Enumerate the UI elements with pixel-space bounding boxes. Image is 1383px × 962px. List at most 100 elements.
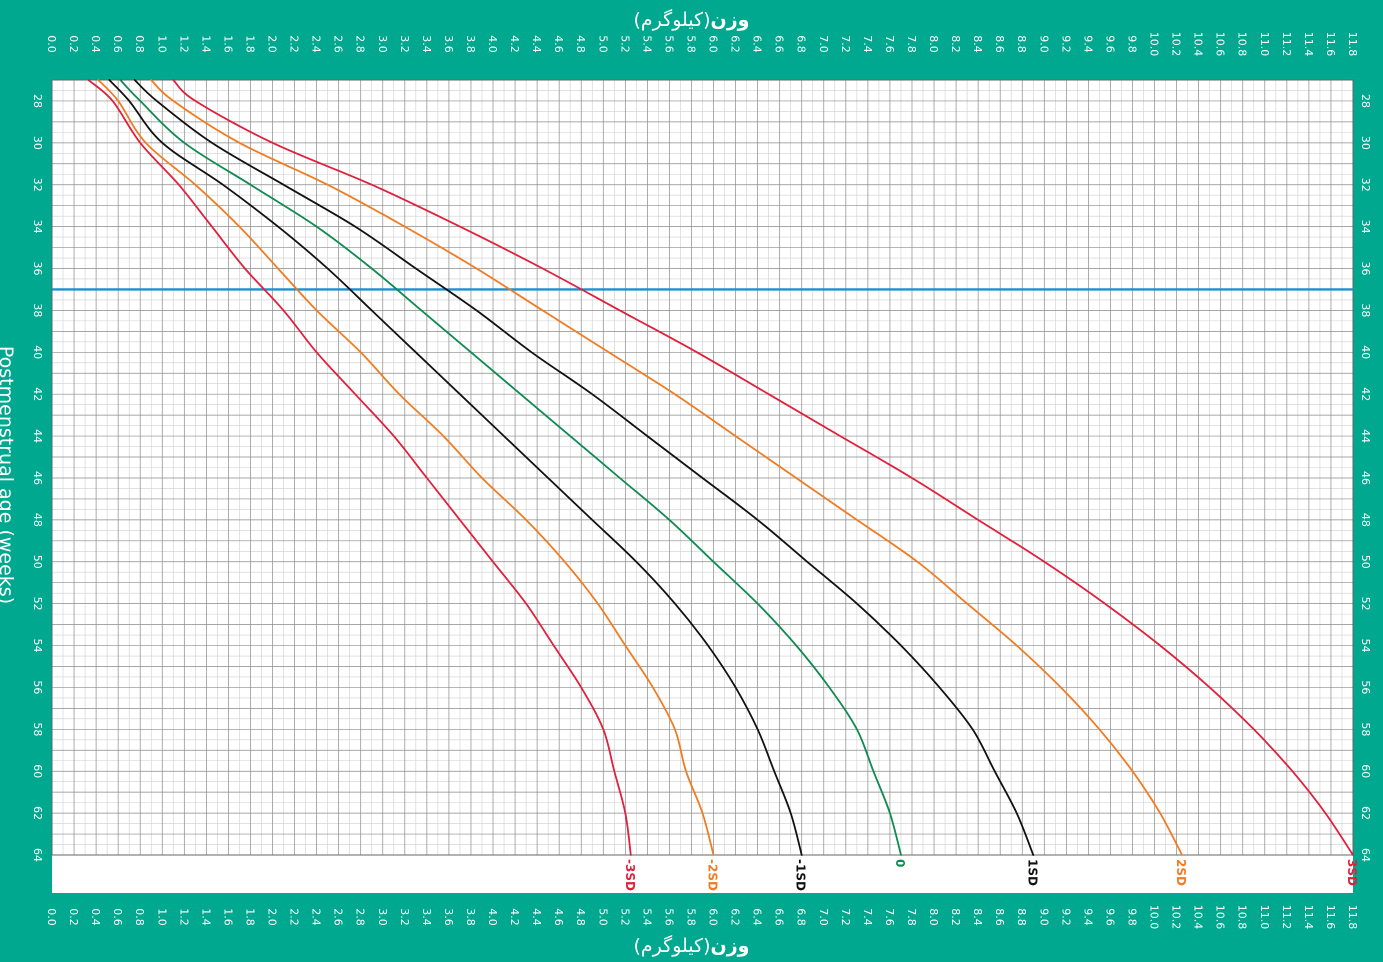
y-tick-label-right: 40 [1359,345,1372,359]
x-tick-label-bottom: 10.4 [1192,905,1205,930]
curve-label: 1SD [1025,859,1039,886]
x-tick-label-bottom: 9.0 [1037,908,1050,926]
y-tick-label-left: 62 [31,806,44,820]
x-tick-label-top: 9.4 [1081,35,1094,53]
x-tick-label-top: 10.8 [1236,32,1249,57]
x-tick-label-bottom: 2.8 [354,908,367,926]
x-tick-label-bottom: 8.2 [949,908,962,926]
x-tick-label-bottom: 6.0 [707,908,720,926]
x-tick-label-bottom: 2.4 [310,908,323,926]
y-tick-label-right: 38 [1359,303,1372,317]
x-tick-label-bottom: 3.4 [420,908,433,926]
x-tick-label-top: 1.4 [199,35,212,53]
grid-minor [52,80,1353,855]
x-tick-label-top: 6.4 [751,35,764,53]
grid-major [51,79,1354,856]
x-tick-label-top: 8.2 [949,35,962,53]
y-tick-label-left: 28 [31,94,44,108]
top-axis-title: وزن(کیلوگرم) [0,8,1383,32]
x-tick-label-top: 6.2 [729,35,742,53]
x-tick-label-top: 0.8 [133,35,146,53]
x-tick-label-top: 5.6 [662,35,675,53]
x-tick-label-bottom: 11.2 [1280,905,1293,930]
x-tick-label-top: 3.6 [442,35,455,53]
x-tick-label-top: 5.2 [618,35,631,53]
x-tick-label-bottom: 4.4 [530,908,543,926]
x-tick-label-bottom: 9.6 [1103,908,1116,926]
curve-labels: -3SD -2SD -1SD 0 1SD 2SD 3SD [623,859,1359,891]
x-tick-label-top: 8.4 [971,35,984,53]
y-tick-label-left: 34 [31,220,44,234]
x-tick-label-bottom: 8.6 [993,908,1006,926]
y-ticks-left: 28 30 32 34 36 38 40 42 44 46 48 50 52 54 56 58 60 62 64 [31,94,44,862]
x-tick-label-bottom: 9.8 [1125,908,1138,926]
x-ticks-bottom: 0.0 0.2 0.4 0.6 0.8 1.0 1.2 1.4 1.6 1.8 2.0 2.2 2.4 2… [45,905,1359,930]
x-tick-label-top: 2.6 [332,35,345,53]
x-tick-label-bottom: 7.0 [817,908,830,926]
x-tick-label-bottom: 1.0 [155,908,168,926]
y-tick-label-right: 30 [1359,136,1372,150]
x-tick-label-top: 7.2 [839,35,852,53]
y-tick-label-left: 54 [31,639,44,653]
x-tick-label-top: 6.0 [707,35,720,53]
x-tick-label-bottom: 11.8 [1346,905,1359,930]
y-tick-label-left: 32 [31,178,44,192]
curve-label: 2SD [1174,859,1188,886]
x-tick-label-bottom: 7.8 [905,908,918,926]
x-tick-label-bottom: 5.4 [640,908,653,926]
curve-label: -3SD [623,859,637,891]
y-tick-label-left: 50 [31,555,44,569]
y-tick-label-left: 58 [31,722,44,736]
x-tick-label-top: 4.2 [508,35,521,53]
x-tick-label-top: 7.0 [817,35,830,53]
x-tick-label-bottom: 6.4 [751,908,764,926]
curve-label: 0 [893,859,907,867]
x-tick-label-bottom: 6.2 [729,908,742,926]
top-axis-title-bold: وزن [710,9,750,31]
x-tick-label-top: 11.4 [1302,32,1315,57]
x-tick-label-bottom: 1.2 [177,908,190,926]
curves [87,79,1354,856]
x-tick-label-top: 3.8 [464,35,477,53]
top-axis-title-unit: (کیلوگرم) [633,9,711,31]
x-tick-label-bottom: 6.6 [773,908,786,926]
y-tick-label-left: 60 [31,764,44,778]
curve-label: -1SD [794,859,808,891]
x-tick-label-top: 8.8 [1015,35,1028,53]
y-tick-label-right: 64 [1359,848,1372,862]
x-tick-label-bottom: 8.8 [1015,908,1028,926]
x-tick-label-bottom: 3.6 [442,908,455,926]
y-tick-label-right: 60 [1359,764,1372,778]
x-tick-label-top: 8.0 [927,35,940,53]
y-tick-label-right: 50 [1359,555,1372,569]
y-tick-label-right: 44 [1359,429,1372,443]
x-tick-label-top: 0.2 [67,35,80,53]
x-tick-label-top: 2.4 [310,35,323,53]
x-tick-label-bottom: 1.6 [221,908,234,926]
x-tick-label-bottom: 11.4 [1302,905,1315,930]
x-tick-label-bottom: 4.8 [574,908,587,926]
y-tick-label-left: 52 [31,597,44,611]
curve-minus2sd [97,79,715,856]
x-tick-label-bottom: 11.6 [1324,905,1337,930]
x-tick-label-top: 11.2 [1280,32,1293,57]
y-tick-label-right: 36 [1359,262,1372,276]
x-ticks-top: 0.0 0.2 0.4 0.6 0.8 1.0 1.2 1.4 1.6 1.8 2.0 2.2 2.4 2… [45,32,1359,57]
y-tick-label-right: 28 [1359,94,1372,108]
x-tick-label-top: 6.6 [773,35,786,53]
x-tick-label-top: 1.2 [177,35,190,53]
x-tick-label-top: 7.6 [883,35,896,53]
x-tick-label-top: 1.6 [221,35,234,53]
x-tick-label-bottom: 9.2 [1059,908,1072,926]
x-tick-label-bottom: 7.4 [861,908,874,926]
x-tick-label-top: 4.4 [530,35,543,53]
y-tick-label-left: 30 [31,136,44,150]
x-tick-label-bottom: 1.8 [243,908,256,926]
x-tick-label-top: 10.4 [1192,32,1205,57]
y-tick-label-right: 34 [1359,220,1372,234]
y-tick-label-right: 62 [1359,806,1372,820]
x-tick-label-top: 4.0 [486,35,499,53]
x-tick-label-top: 2.2 [288,35,301,53]
x-tick-label-bottom: 0.2 [67,908,80,926]
